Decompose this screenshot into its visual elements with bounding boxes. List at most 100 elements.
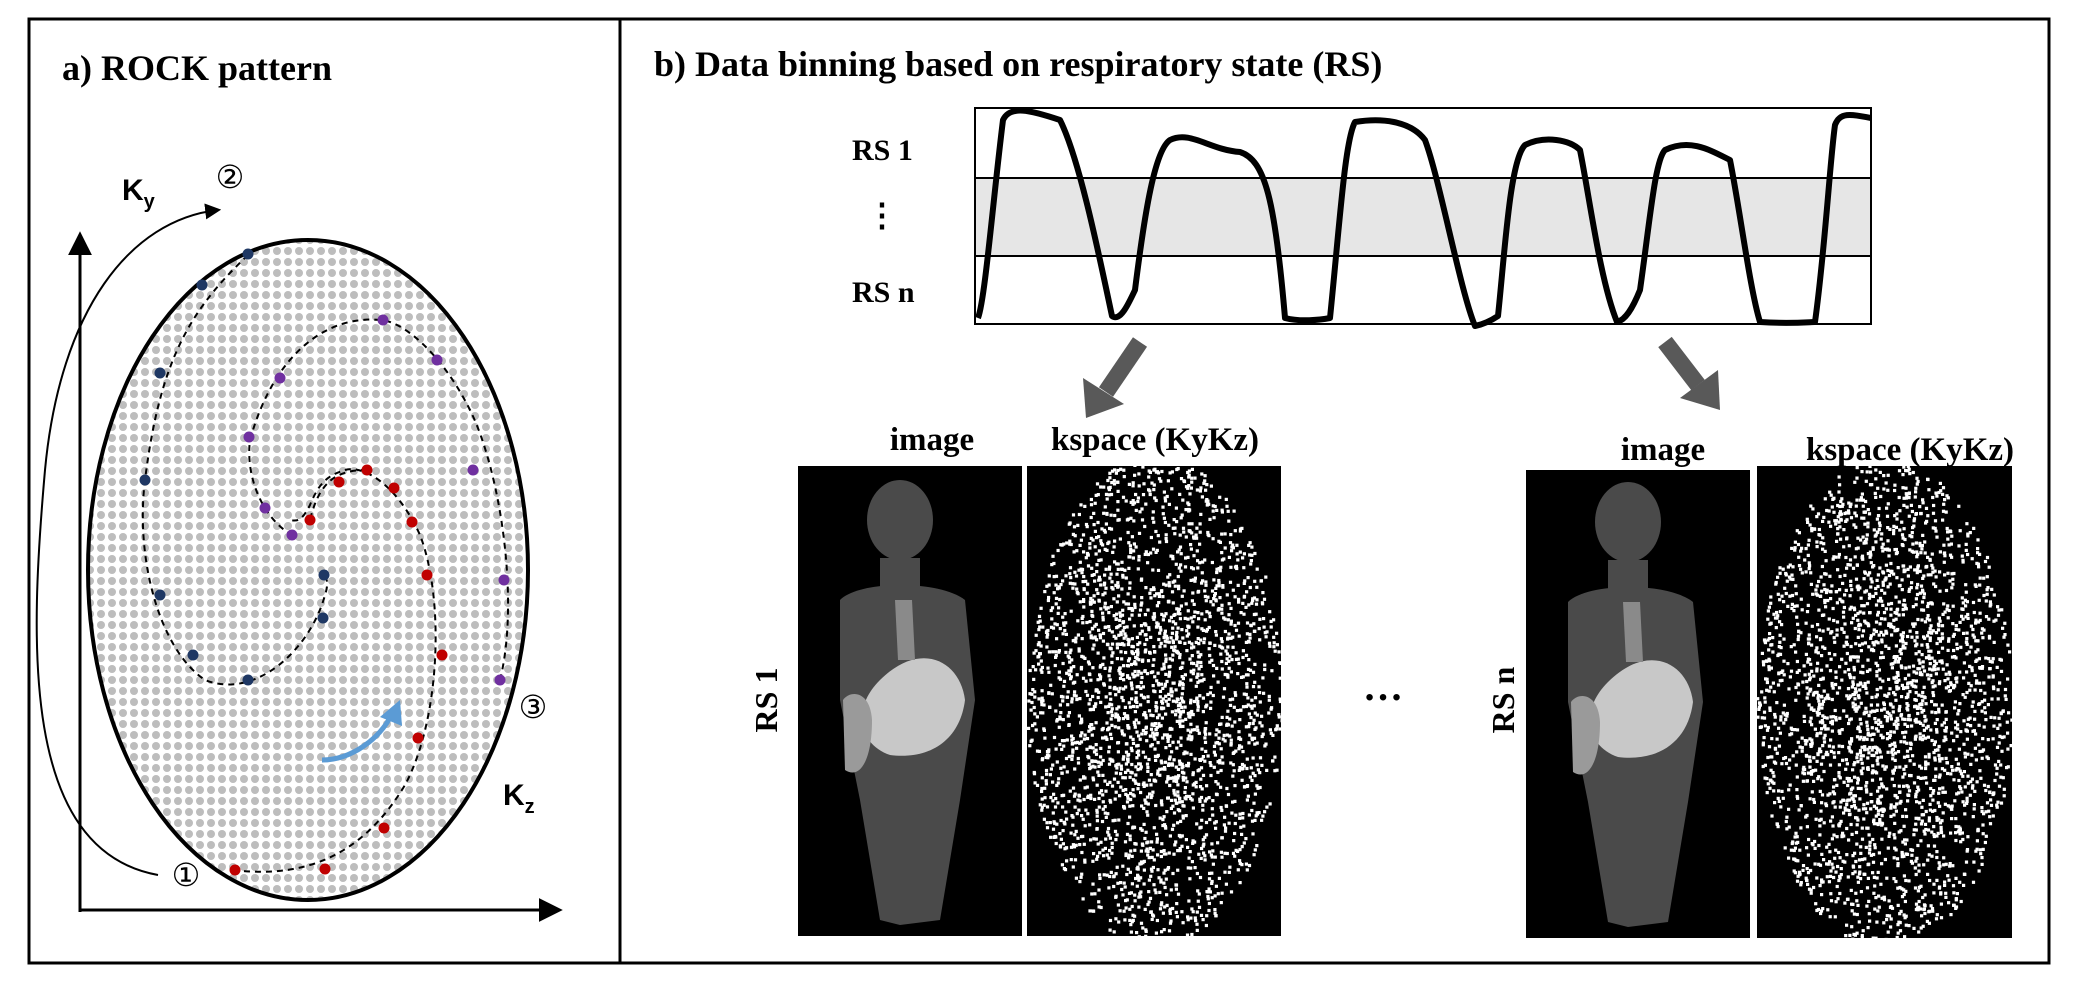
grid-point bbox=[372, 863, 380, 871]
grid-point bbox=[229, 775, 237, 783]
grid-point bbox=[526, 489, 528, 497]
grid-point bbox=[119, 335, 127, 343]
grid-point bbox=[438, 588, 446, 596]
kspace-sample bbox=[1037, 749, 1041, 753]
grid-point bbox=[251, 852, 259, 860]
grid-point bbox=[185, 588, 193, 596]
kspace-sample bbox=[1094, 493, 1098, 497]
kspace-sample bbox=[1085, 737, 1090, 741]
kspace-sample bbox=[1128, 804, 1132, 808]
kspace-sample bbox=[1248, 668, 1253, 672]
kspace-sample bbox=[1135, 705, 1139, 709]
grid-point bbox=[174, 269, 182, 277]
grid-point bbox=[482, 324, 490, 332]
grid-point bbox=[383, 742, 391, 750]
grid-point bbox=[207, 687, 215, 695]
grid-point bbox=[504, 346, 512, 354]
grid-point bbox=[152, 764, 160, 772]
grid-point bbox=[185, 577, 193, 585]
grid-point bbox=[218, 753, 226, 761]
kspace-sample bbox=[1067, 669, 1071, 673]
kspace-sample bbox=[1207, 796, 1211, 800]
kspace-sample bbox=[1264, 742, 1268, 746]
grid-point bbox=[185, 775, 193, 783]
kspace-sample bbox=[1260, 714, 1264, 718]
grid-point bbox=[88, 786, 94, 794]
grid-point bbox=[471, 588, 479, 596]
grid-point bbox=[460, 676, 468, 684]
grid-point bbox=[152, 302, 160, 310]
grid-point bbox=[273, 566, 281, 574]
kspace-sample bbox=[1102, 511, 1106, 515]
grid-point bbox=[515, 291, 523, 299]
kspace-sample bbox=[1139, 862, 1143, 866]
grid-point bbox=[185, 357, 193, 365]
grid-point bbox=[383, 500, 391, 508]
grid-point bbox=[152, 731, 160, 739]
kspace-sample bbox=[1205, 797, 1209, 801]
grid-point bbox=[240, 764, 248, 772]
kspace-sample bbox=[1117, 726, 1121, 730]
kspace-sample bbox=[1184, 535, 1188, 539]
kspace-sample bbox=[1170, 658, 1174, 662]
kspace-sample bbox=[1220, 640, 1224, 644]
grid-point bbox=[196, 357, 204, 365]
kspace-sample bbox=[1130, 608, 1134, 612]
kspace-sample bbox=[1201, 755, 1205, 759]
kspace-sample bbox=[1076, 761, 1081, 765]
grid-point bbox=[504, 841, 512, 849]
grid-point bbox=[504, 687, 512, 695]
grid-point bbox=[471, 885, 479, 893]
grid-point bbox=[317, 797, 325, 805]
grid-point bbox=[174, 676, 182, 684]
kspace-sample bbox=[1116, 468, 1120, 473]
kspace-sample bbox=[1202, 677, 1206, 681]
kspace-sample bbox=[1122, 805, 1126, 809]
grid-point bbox=[262, 841, 270, 849]
kspace-sample bbox=[1218, 758, 1222, 763]
grid-point bbox=[240, 731, 248, 739]
grid-point bbox=[350, 555, 358, 563]
grid-point bbox=[339, 357, 347, 365]
grid-point bbox=[471, 753, 479, 761]
grid-point bbox=[163, 742, 171, 750]
grid-point bbox=[152, 643, 160, 651]
kspace-sample bbox=[1114, 790, 1118, 794]
kspace-sample bbox=[1253, 818, 1257, 822]
kspace-sample bbox=[1114, 636, 1118, 640]
grid-point bbox=[361, 764, 369, 772]
grid-point bbox=[240, 240, 248, 244]
grid-point bbox=[229, 500, 237, 508]
grid-point bbox=[97, 632, 105, 640]
trajectory-point bbox=[243, 431, 255, 443]
grid-point bbox=[262, 335, 270, 343]
grid-point bbox=[317, 434, 325, 442]
kspace-sample bbox=[1177, 774, 1181, 778]
grid-point bbox=[262, 885, 270, 893]
grid-point bbox=[449, 302, 457, 310]
kspace-sample bbox=[1107, 726, 1111, 730]
kspace-sample bbox=[1191, 591, 1195, 595]
grid-point bbox=[174, 335, 182, 343]
kspace-sample bbox=[1180, 692, 1184, 696]
grid-point bbox=[152, 841, 160, 849]
kspace-sample bbox=[1058, 677, 1063, 681]
kspace-sample bbox=[1186, 764, 1190, 768]
kspace-sample bbox=[1172, 823, 1176, 827]
grid-point bbox=[174, 544, 182, 552]
grid-point bbox=[416, 335, 424, 343]
grid-point bbox=[427, 621, 435, 629]
kspace-sample bbox=[1184, 556, 1188, 560]
grid-point bbox=[427, 742, 435, 750]
kspace-sample bbox=[1191, 713, 1195, 717]
grid-point bbox=[284, 577, 292, 585]
kspace-sample bbox=[1237, 661, 1241, 666]
grid-point bbox=[251, 665, 259, 673]
grid-point bbox=[317, 280, 325, 288]
kspace-sample bbox=[1119, 785, 1123, 789]
kspace-sample bbox=[1231, 800, 1235, 804]
grid-point bbox=[493, 445, 501, 453]
grid-point bbox=[372, 489, 380, 497]
grid-point bbox=[196, 247, 204, 255]
kspace-sample bbox=[1188, 850, 1192, 854]
